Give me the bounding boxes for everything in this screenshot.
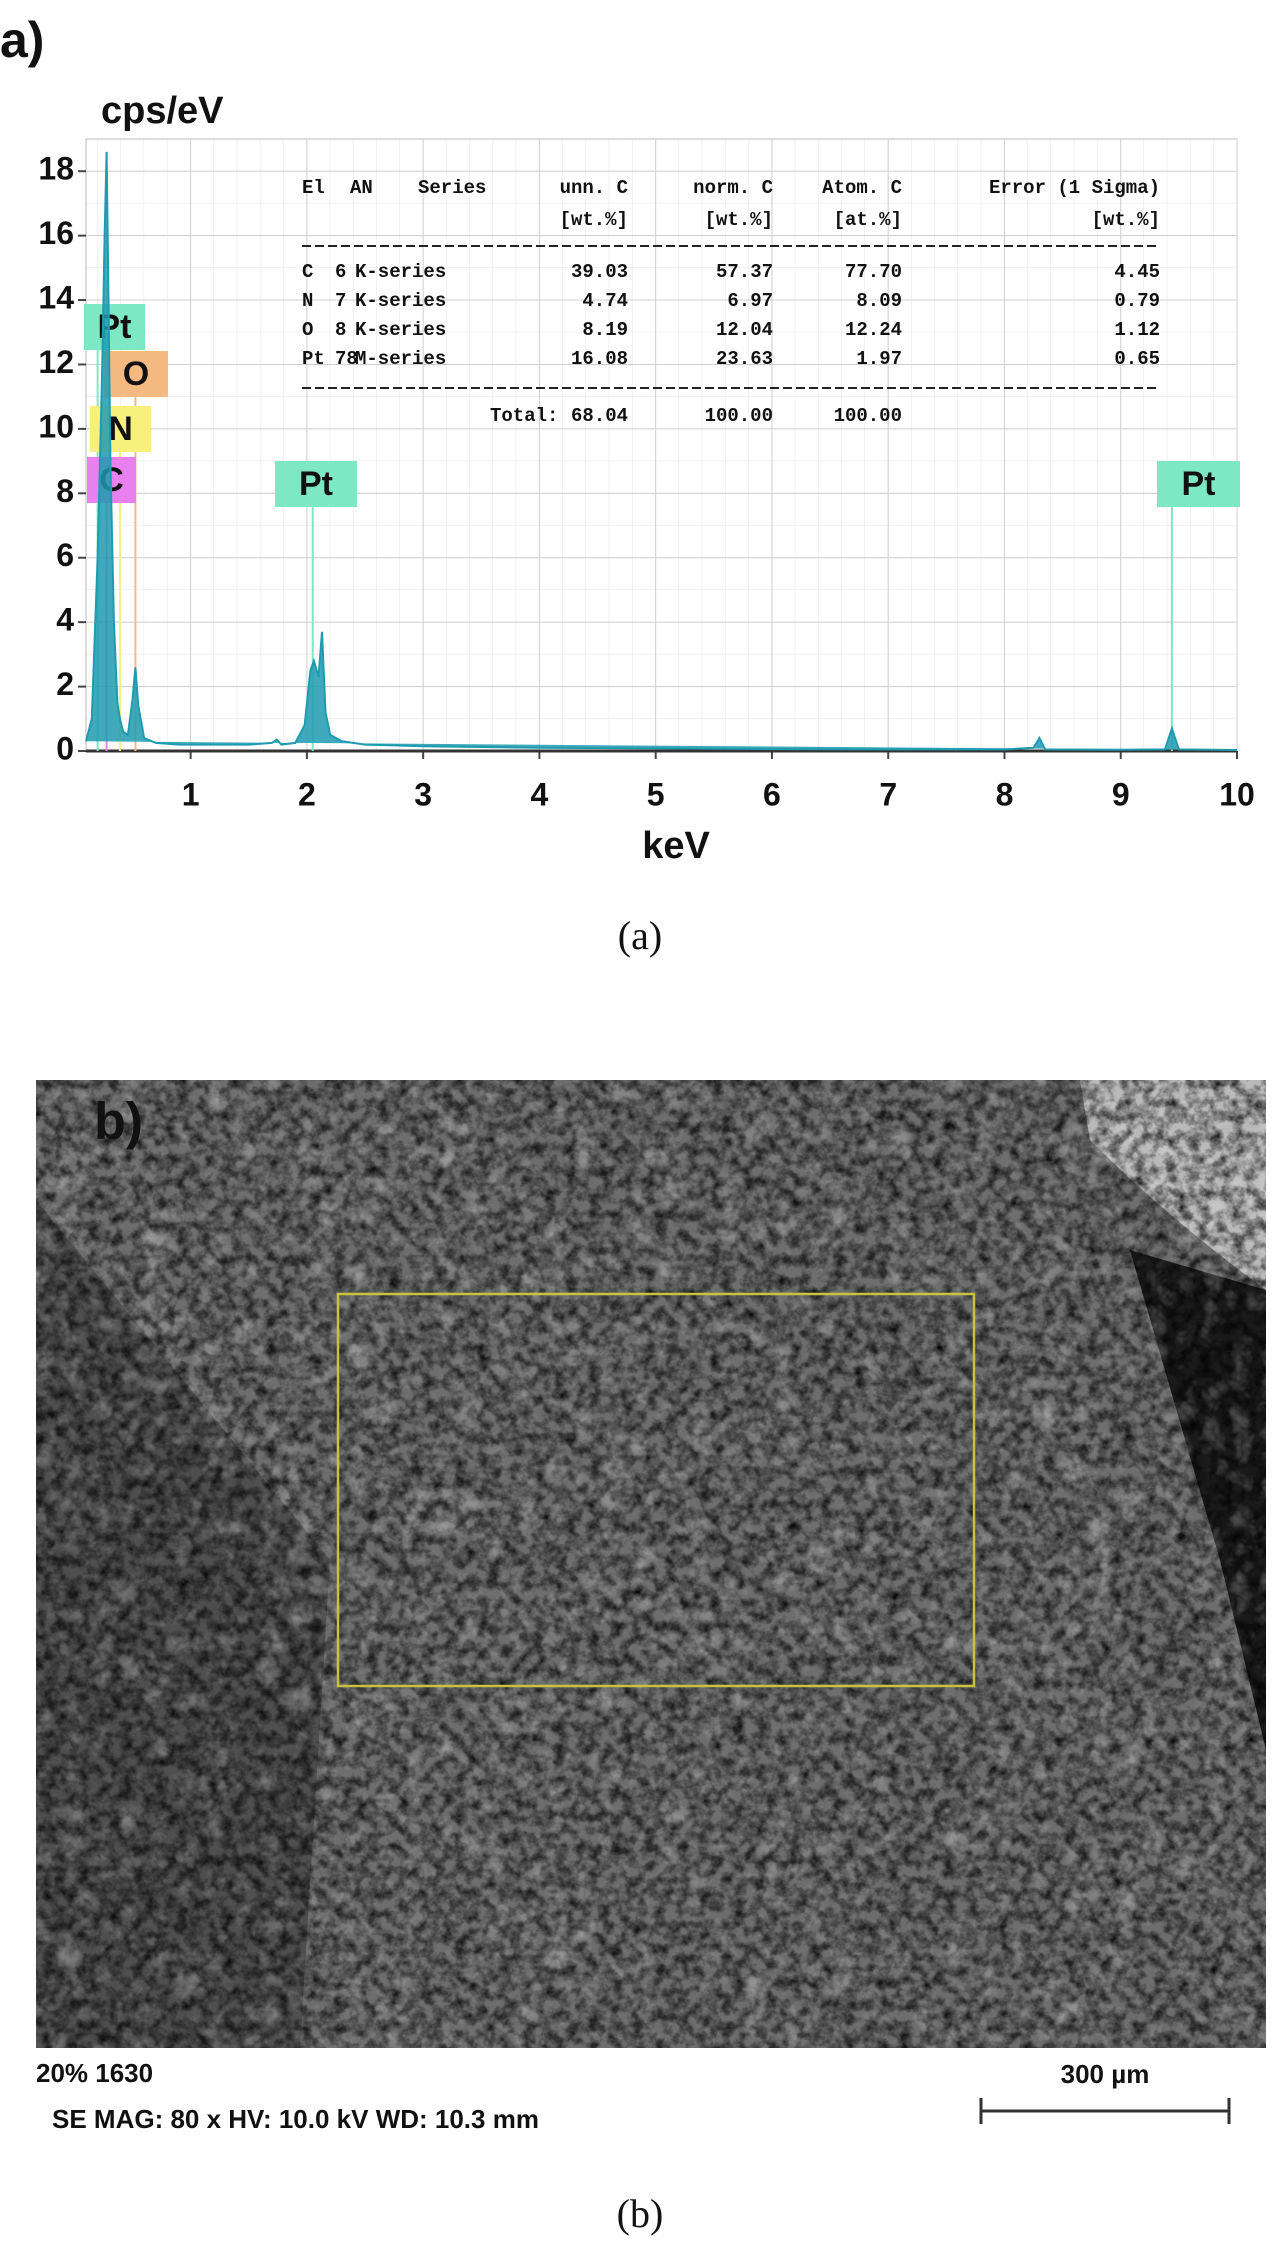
- table-unit: [wt.%]: [705, 209, 773, 231]
- table-cell: 4.74: [582, 290, 628, 312]
- table-unit: [wt.%]: [560, 209, 628, 231]
- table-total: 68.04: [571, 405, 628, 427]
- scale-bar-label: 300 µm: [1061, 2059, 1150, 2089]
- table-unit: [at.%]: [834, 209, 902, 231]
- table-cell: 77.70: [845, 261, 902, 283]
- x-tick-label: 7: [879, 776, 897, 812]
- table-cell: 7: [335, 290, 346, 312]
- peak-label-box: [104, 351, 168, 397]
- table-cell: 6: [335, 261, 346, 283]
- table-total: 100.00: [834, 405, 902, 427]
- y-tick-label: 4: [56, 602, 74, 638]
- y-axis-label: cps/eV: [101, 90, 224, 132]
- table-cell: 12.04: [716, 319, 773, 341]
- table-cell: 39.03: [571, 261, 628, 283]
- panel-label: a): [0, 12, 44, 68]
- sem-image: b) 20% 1630 SE MAG: 80 x HV: 10.0 kV WD:…: [36, 1080, 1266, 2134]
- y-tick-label: 8: [56, 473, 74, 509]
- peak-label: Pt: [1182, 465, 1216, 503]
- info-text: 20% 1630: [36, 2058, 153, 2088]
- table-header: Error (1 Sigma): [989, 177, 1160, 199]
- table-cell: 0.65: [1114, 348, 1160, 370]
- peak-label: Pt: [299, 465, 333, 503]
- table-cell: K-series: [355, 319, 446, 341]
- table-cell: 8: [335, 319, 346, 341]
- table-cell: 1.12: [1114, 319, 1160, 341]
- table-cell: 1.97: [856, 348, 902, 370]
- y-tick-label: 12: [38, 344, 74, 380]
- table-cell: 23.63: [716, 348, 773, 370]
- table-cell: 8.09: [856, 290, 902, 312]
- table-cell: M-series: [355, 348, 446, 370]
- table-header: unn. C: [560, 177, 628, 199]
- table-cell: 6.97: [727, 290, 773, 312]
- table-cell: 0.79: [1114, 290, 1160, 312]
- table-cell: N: [302, 290, 313, 312]
- table-cell: C: [302, 261, 313, 283]
- table-header: norm. C: [693, 177, 773, 199]
- x-tick-label: 10: [1219, 776, 1255, 812]
- x-tick-label: 9: [1112, 776, 1130, 812]
- table-cell: Pt: [302, 348, 325, 370]
- peak-label-box: [1157, 461, 1240, 507]
- table-total: 100.00: [705, 405, 773, 427]
- panel-label: b): [94, 1093, 143, 1151]
- table-cell: 57.37: [716, 261, 773, 283]
- y-tick-label: 16: [38, 215, 74, 251]
- x-tick-label: 4: [531, 776, 549, 812]
- peak-label: N: [108, 410, 133, 448]
- table-cell: 12.24: [845, 319, 902, 341]
- x-tick-label: 3: [414, 776, 432, 812]
- table-cell: O: [302, 319, 313, 341]
- table-cell: 78: [335, 348, 358, 370]
- peak-label-box: [84, 304, 145, 350]
- table-cell: 8.19: [582, 319, 628, 341]
- y-tick-label: 18: [38, 151, 74, 187]
- table-unit: [wt.%]: [1092, 209, 1160, 231]
- table-cell: K-series: [355, 290, 446, 312]
- info-text: SE MAG: 80 x HV: 10.0 kV WD: 10.3 mm: [52, 2104, 539, 2134]
- table-header: Atom. C: [822, 177, 902, 199]
- x-axis-label: keV: [642, 825, 710, 867]
- table-cell: K-series: [355, 261, 446, 283]
- sem-texture: [36, 1080, 1266, 2048]
- y-tick-label: 14: [38, 280, 74, 316]
- x-tick-label: 1: [182, 776, 200, 812]
- x-tick-label: 5: [647, 776, 665, 812]
- table-header: AN: [350, 177, 373, 199]
- y-tick-label: 10: [38, 408, 74, 444]
- spectrum: [85, 151, 1238, 751]
- peak-label-box: [275, 461, 357, 507]
- caption: (b): [617, 2191, 664, 2236]
- scale-bar: [979, 2098, 1231, 2124]
- y-tick-label: 2: [56, 666, 74, 702]
- x-tick-label: 8: [996, 776, 1014, 812]
- selection-box: [336, 1292, 976, 1688]
- plot-area: [85, 138, 1238, 752]
- caption: (a): [618, 913, 662, 958]
- x-tick-label: 2: [298, 776, 316, 812]
- y-tick-label: 6: [56, 537, 74, 573]
- table-total: Total:: [490, 405, 558, 427]
- peak-label: O: [123, 355, 149, 393]
- table-header: Series: [418, 177, 486, 199]
- result-table: El AN Series unn. C norm. C Atom. C Error (1 S…: [302, 177, 1160, 427]
- y-tick-label: 0: [56, 730, 74, 766]
- table-cell: 4.45: [1114, 261, 1160, 283]
- table-cell: 16.08: [571, 348, 628, 370]
- table-header: El: [302, 177, 325, 199]
- x-tick-label: 6: [763, 776, 781, 812]
